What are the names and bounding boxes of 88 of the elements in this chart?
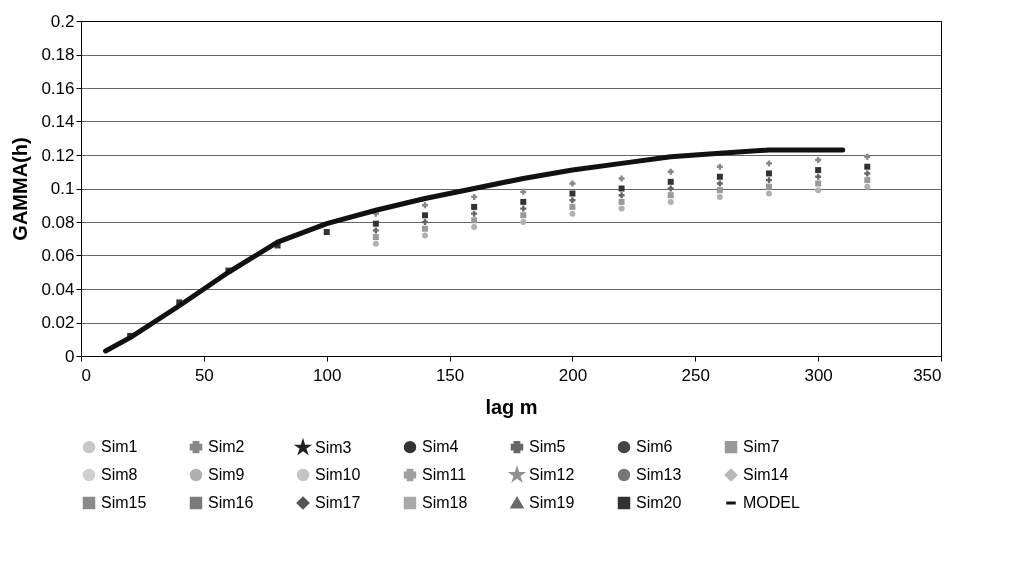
- point: [372, 227, 379, 234]
- point: [618, 175, 625, 182]
- point: [667, 198, 674, 205]
- legend-label: Sim17: [315, 494, 361, 511]
- legend-label: Sim12: [529, 466, 575, 483]
- point: [766, 183, 772, 190]
- legend-label: Sim4: [422, 438, 459, 456]
- legend-label: Sim20: [636, 494, 682, 511]
- point: [520, 198, 527, 205]
- point: [471, 210, 478, 217]
- point: [667, 185, 674, 192]
- x-tick-label: 0: [81, 365, 91, 385]
- legend-label: Sim13: [636, 466, 682, 483]
- x-tick-label: 150: [435, 365, 465, 385]
- y-tick-label: 0.08: [41, 212, 75, 232]
- point: [716, 187, 723, 194]
- point: [520, 219, 527, 225]
- legend-label: Sim3: [315, 438, 352, 456]
- point: [618, 192, 625, 199]
- point: [471, 217, 478, 224]
- point: [520, 212, 527, 219]
- legend-label: Sim15: [101, 494, 147, 511]
- legend-label: Sim14: [743, 466, 789, 483]
- point: [864, 183, 871, 190]
- point: [766, 170, 772, 177]
- point: [569, 203, 576, 210]
- point: [716, 193, 723, 200]
- point: [864, 163, 871, 170]
- point: [422, 232, 428, 239]
- legend-label: MODEL: [743, 494, 800, 511]
- x-tick-label: 350: [913, 365, 942, 385]
- point: [372, 234, 379, 241]
- point: [569, 210, 576, 217]
- legend-label: Sim19: [529, 494, 575, 511]
- point: [716, 180, 723, 187]
- y-tick-label: 0.02: [41, 313, 75, 332]
- legend-label: Sim6: [636, 438, 673, 456]
- x-tick-label: 50: [194, 365, 214, 385]
- x-tick-label: 200: [558, 365, 588, 385]
- point: [766, 160, 772, 167]
- legend-label: Sim18: [422, 494, 468, 511]
- legend-label: Sim5: [529, 438, 566, 456]
- legend-label: Sim2: [208, 438, 245, 456]
- point: [323, 229, 330, 236]
- point: [864, 170, 871, 177]
- point: [667, 192, 674, 199]
- point: [618, 205, 625, 212]
- point: [422, 225, 428, 232]
- x-tick-label: 100: [313, 365, 342, 385]
- legend-label: Sim9: [208, 466, 245, 483]
- y-tick-label: 0.06: [41, 246, 75, 265]
- point: [569, 180, 576, 187]
- point: [422, 212, 428, 219]
- legend-label: Sim7: [743, 438, 780, 456]
- y-tick-label: 0.1: [50, 179, 75, 198]
- y-axis-title: GAMMA(h): [9, 137, 32, 241]
- point: [618, 198, 625, 205]
- point: [815, 167, 822, 174]
- y-tick-label: 0.12: [41, 145, 75, 165]
- point: [815, 187, 822, 194]
- point: [471, 224, 478, 231]
- x-tick-label: 250: [681, 365, 710, 385]
- point: [815, 180, 822, 187]
- point: [372, 240, 379, 247]
- y-tick-label: 0.14: [41, 112, 75, 131]
- point: [716, 173, 723, 180]
- x-tick-label: 300: [804, 365, 833, 385]
- y-tick-label: 0.18: [41, 45, 75, 64]
- legend-label: Sim8: [101, 466, 138, 483]
- y-tick-label: 0.16: [41, 78, 75, 98]
- legend-label: Sim1: [101, 438, 138, 456]
- point: [372, 220, 379, 227]
- legend-label: Sim16: [208, 494, 254, 511]
- point: [569, 197, 576, 204]
- y-tick-label: 0.04: [41, 279, 75, 299]
- y-tick-label: 0: [65, 346, 75, 366]
- point: [471, 203, 478, 210]
- point: [618, 185, 625, 192]
- legend-label: Sim11: [422, 466, 467, 483]
- point: [864, 153, 871, 160]
- legend-label: Sim10: [315, 466, 361, 483]
- point: [569, 190, 576, 197]
- point: [864, 177, 871, 184]
- point: [520, 205, 527, 212]
- y-tick-label: 0.2: [50, 11, 75, 31]
- point: [766, 190, 772, 197]
- x-axis-title: lag m: [485, 395, 538, 418]
- point: [667, 178, 674, 185]
